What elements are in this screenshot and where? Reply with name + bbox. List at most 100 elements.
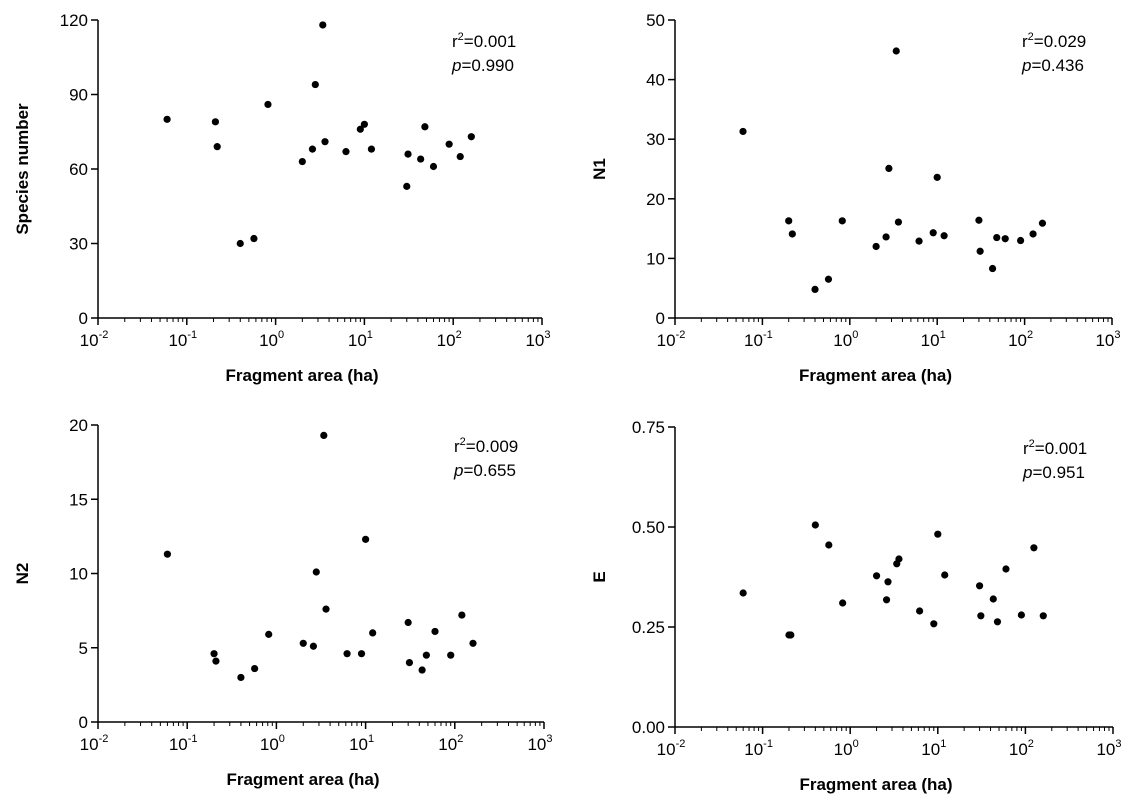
data-point — [934, 530, 942, 538]
y-tick-label: 30 — [646, 130, 665, 149]
data-point — [975, 582, 984, 590]
data-point — [343, 650, 351, 658]
y-tick-label: 0 — [79, 309, 88, 328]
x-tick-label: 103 — [527, 733, 552, 754]
data-point — [211, 118, 220, 126]
y-tick-label: 0.25 — [632, 618, 665, 637]
r-squared-label: r2=0.029 — [1022, 31, 1086, 51]
data-point — [882, 596, 891, 604]
data-point — [265, 630, 273, 638]
data-point — [1029, 230, 1037, 238]
x-tick-label: 102 — [437, 329, 462, 350]
data-point — [421, 123, 429, 131]
data-point — [933, 173, 941, 181]
data-point — [403, 182, 411, 190]
data-point — [342, 148, 350, 156]
data-point — [210, 650, 218, 658]
y-axis-title: E — [590, 571, 609, 582]
data-point — [825, 541, 833, 549]
data-point — [940, 232, 948, 240]
data-point — [885, 164, 893, 173]
x-tick-label: 10-1 — [744, 738, 773, 759]
y-tick-label: 5 — [79, 639, 88, 658]
x-tick-label: 102 — [1009, 738, 1034, 759]
x-tick-label: 101 — [921, 738, 946, 759]
data-point — [1017, 236, 1025, 245]
data-point — [298, 157, 306, 166]
x-tick-label: 103 — [525, 329, 550, 350]
data-point — [357, 650, 366, 658]
data-point — [811, 521, 819, 529]
data-point — [250, 234, 258, 243]
y-tick-label: 50 — [646, 11, 665, 30]
x-tick-label: 10-1 — [744, 329, 773, 350]
data-point — [163, 115, 171, 123]
data-point — [308, 145, 317, 153]
data-point — [469, 639, 477, 647]
data-point — [872, 572, 881, 580]
x-tick-label: 100 — [260, 733, 285, 754]
y-tick-label: 120 — [60, 11, 88, 30]
y-tick-label: 15 — [69, 490, 88, 509]
data-point — [322, 605, 330, 613]
data-point — [739, 127, 747, 136]
p-value-label: p=0.990 — [451, 56, 514, 75]
data-point — [312, 568, 320, 576]
y-tick-label: 10 — [69, 565, 88, 584]
data-point — [1001, 235, 1009, 243]
data-point — [929, 229, 937, 237]
data-point — [321, 138, 329, 146]
data-point — [369, 629, 377, 637]
data-point — [237, 673, 245, 682]
x-axis-title: Fragment area (ha) — [799, 366, 952, 385]
x-axis-title: Fragment area (ha) — [225, 366, 378, 385]
data-point — [916, 607, 924, 615]
x-tick-label: 101 — [349, 733, 374, 754]
y-tick-label: 0.00 — [632, 718, 665, 737]
data-point — [895, 555, 903, 563]
y-tick-label: 90 — [69, 86, 88, 105]
data-point — [417, 155, 425, 163]
y-axis-title: Species number — [13, 103, 32, 235]
data-point — [311, 80, 319, 89]
data-point — [1002, 565, 1010, 573]
x-axis-title: Fragment area (ha) — [226, 770, 379, 789]
data-point — [989, 595, 997, 603]
data-point — [788, 230, 796, 238]
y-axis-title: N2 — [13, 563, 32, 585]
data-point — [894, 218, 903, 226]
r-squared-label: r2=0.001 — [452, 31, 516, 51]
y-axis-title: N1 — [590, 158, 609, 180]
data-point — [213, 143, 221, 151]
chart-panel-e: 0.00 0.25 0.50 0.75 10-2 10-1 100 101 102 103 Frag… — [590, 418, 1122, 794]
data-point — [319, 21, 327, 29]
y-tick-label: 30 — [69, 235, 88, 254]
x-tick-label: 10-1 — [169, 733, 198, 754]
y-tick-label: 40 — [646, 71, 665, 90]
data-point — [1038, 219, 1047, 227]
x-tick-label: 103 — [1095, 329, 1120, 350]
y-tick-label: 10 — [646, 249, 665, 268]
data-point — [429, 162, 438, 171]
data-point — [787, 631, 795, 639]
data-point — [163, 550, 172, 558]
data-point — [320, 431, 328, 439]
data-point — [993, 618, 1002, 626]
x-tick-label: 10-2 — [657, 329, 686, 350]
y-tick-label: 0.50 — [632, 518, 665, 537]
y-tick-label: 0 — [79, 713, 88, 732]
data-point — [299, 639, 307, 647]
data-point — [872, 242, 880, 251]
p-value-label: p=0.951 — [1022, 463, 1085, 482]
data-point — [367, 145, 376, 153]
chart-panel-species: 0 30 60 90 120 10-2 10-1 100 101 102 103 Fragment a… — [13, 11, 551, 385]
data-point — [309, 642, 318, 650]
data-point — [447, 651, 455, 659]
x-tick-label: 10-2 — [80, 329, 109, 350]
data-point — [892, 47, 900, 55]
y-tick-label: 60 — [69, 160, 88, 179]
data-point — [785, 217, 793, 225]
data-point — [264, 100, 272, 109]
x-tick-label: 100 — [259, 329, 284, 350]
